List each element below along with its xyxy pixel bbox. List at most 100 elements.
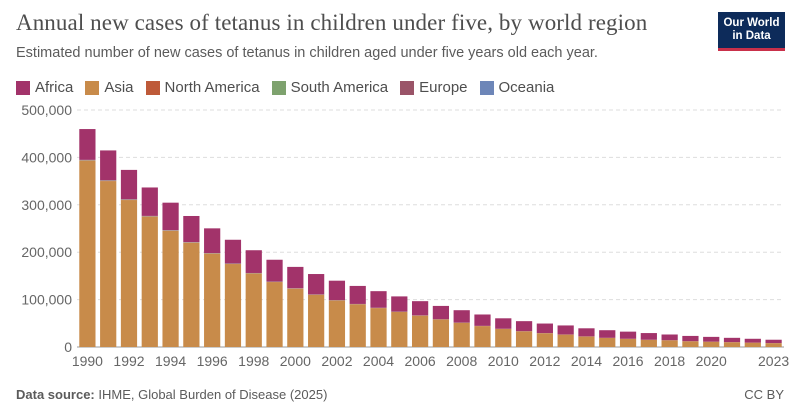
bar-segment-africa-2017[interactable]: [640, 333, 657, 340]
bar-segment-asia-1990[interactable]: [79, 160, 96, 347]
bar-segment-asia-2015[interactable]: [599, 337, 616, 347]
bar-segment-asia-1993[interactable]: [141, 216, 158, 347]
bar-segment-asia-1995[interactable]: [183, 242, 200, 347]
bar-segment-africa-2000[interactable]: [287, 266, 304, 289]
y-tick-label: 300,000: [21, 197, 72, 213]
legend-label: Europe: [419, 79, 468, 96]
legend-item-europe[interactable]: Europe: [400, 79, 468, 96]
bar-segment-asia-2009[interactable]: [474, 326, 491, 347]
legend-label: South America: [290, 79, 389, 96]
bar-segment-africa-2003[interactable]: [349, 285, 366, 304]
x-tick-label: 2012: [529, 353, 560, 369]
x-tick-label: 1992: [113, 353, 144, 369]
bar-segment-asia-2012[interactable]: [536, 333, 553, 347]
license-link[interactable]: CC BY: [744, 387, 784, 402]
bar-segment-asia-1994[interactable]: [162, 230, 179, 347]
x-tick-label: 2018: [654, 353, 685, 369]
bar-segment-asia-2000[interactable]: [287, 288, 304, 347]
bar-segment-africa-2007[interactable]: [432, 305, 450, 320]
owid-logo[interactable]: Our World in Data: [718, 12, 785, 51]
bar-segment-africa-2019[interactable]: [682, 335, 699, 342]
bar-segment-asia-1992[interactable]: [120, 200, 138, 347]
x-tick-label: 2008: [446, 353, 477, 369]
bar-segment-asia-2018[interactable]: [661, 340, 678, 347]
bar-segment-africa-1992[interactable]: [120, 169, 138, 200]
bar-segment-africa-2005[interactable]: [391, 296, 408, 312]
bar-segment-africa-2010[interactable]: [495, 318, 512, 329]
bar-segment-asia-2021[interactable]: [723, 342, 741, 347]
bar-segment-africa-2004[interactable]: [370, 291, 387, 308]
bar-segment-africa-1998[interactable]: [245, 250, 262, 273]
bar-segment-asia-2008[interactable]: [453, 322, 470, 347]
y-tick-label: 400,000: [21, 149, 72, 165]
bar-segment-asia-2013[interactable]: [557, 334, 574, 347]
chart-legend: Africa Asia North America South America Euro…: [16, 79, 554, 96]
bar-segment-africa-2006[interactable]: [411, 301, 429, 316]
x-tick-label: 1990: [72, 353, 103, 369]
y-tick-label: 100,000: [21, 292, 72, 308]
x-tick-label: 2000: [280, 353, 311, 369]
legend-item-north-america[interactable]: North America: [145, 79, 260, 96]
bar-segment-africa-1993[interactable]: [141, 187, 158, 216]
bar-segment-africa-1996[interactable]: [204, 228, 221, 253]
bar-segment-asia-1996[interactable]: [204, 253, 221, 347]
bar-segment-asia-2011[interactable]: [515, 331, 533, 347]
bar-segment-africa-1990[interactable]: [79, 129, 96, 160]
legend-swatch: [271, 80, 286, 95]
bar-segment-africa-2012[interactable]: [536, 323, 553, 334]
bar-segment-asia-1999[interactable]: [266, 282, 283, 347]
x-tick-label: 2010: [488, 353, 519, 369]
bar-segment-africa-1994[interactable]: [162, 202, 179, 231]
bar-segment-africa-2008[interactable]: [453, 310, 470, 323]
legend-label: Oceania: [498, 79, 555, 96]
bar-segment-africa-2022[interactable]: [744, 338, 761, 343]
data-source-label: Data source:: [16, 387, 95, 402]
bar-segment-africa-2023[interactable]: [765, 339, 782, 344]
bar-segment-africa-2014[interactable]: [578, 328, 595, 337]
bar-segment-africa-2015[interactable]: [599, 330, 616, 338]
x-tick-label: 1994: [155, 353, 186, 369]
legend-swatch: [400, 80, 415, 95]
bar-segment-asia-2005[interactable]: [391, 311, 408, 347]
bar-segment-asia-2022[interactable]: [744, 342, 761, 347]
bar-segment-asia-2004[interactable]: [370, 308, 387, 347]
bar-segment-asia-2023[interactable]: [765, 343, 782, 347]
bar-segment-africa-1995[interactable]: [183, 215, 200, 243]
bar-segment-asia-2003[interactable]: [349, 304, 366, 347]
bar-segment-asia-2002[interactable]: [328, 300, 346, 347]
legend-item-south-america[interactable]: South America: [271, 79, 389, 96]
bar-segment-africa-1991[interactable]: [100, 150, 117, 181]
logo-line-1: Our World: [723, 17, 780, 29]
bar-segment-africa-2021[interactable]: [723, 337, 741, 343]
bar-segment-asia-1998[interactable]: [245, 273, 262, 347]
x-tick-label: 2020: [696, 353, 727, 369]
bar-segment-asia-2020[interactable]: [703, 341, 720, 347]
bar-segment-africa-2016[interactable]: [619, 331, 637, 339]
bar-segment-asia-1997[interactable]: [224, 264, 242, 347]
x-tick-label: 2004: [363, 353, 394, 369]
bar-segment-asia-2019[interactable]: [682, 341, 699, 347]
data-source: Data source: IHME, Global Burden of Dise…: [16, 387, 327, 402]
bar-segment-asia-1991[interactable]: [100, 181, 117, 347]
bar-segment-africa-2009[interactable]: [474, 314, 491, 326]
bar-segment-asia-2010[interactable]: [495, 328, 512, 347]
bar-segment-africa-1999[interactable]: [266, 259, 283, 282]
bar-segment-asia-2014[interactable]: [578, 336, 595, 347]
bar-segment-africa-2013[interactable]: [557, 325, 574, 335]
bar-segment-africa-2002[interactable]: [328, 280, 346, 301]
bar-segment-africa-1997[interactable]: [224, 239, 242, 264]
bar-segment-asia-2017[interactable]: [640, 339, 657, 347]
legend-item-asia[interactable]: Asia: [85, 79, 134, 96]
bar-segment-africa-2011[interactable]: [515, 321, 533, 332]
bar-segment-asia-2007[interactable]: [432, 319, 450, 347]
bar-segment-asia-2016[interactable]: [619, 338, 637, 347]
data-source-link[interactable]: IHME, Global Burden of Disease (2025): [98, 387, 328, 402]
bar-segment-africa-2020[interactable]: [703, 336, 720, 342]
legend-item-oceania[interactable]: Oceania: [479, 79, 555, 96]
legend-item-africa[interactable]: Africa: [16, 79, 73, 96]
bar-segment-asia-2006[interactable]: [411, 315, 429, 347]
bar-segment-africa-2001[interactable]: [308, 274, 325, 295]
bar-segment-africa-2018[interactable]: [661, 334, 678, 341]
bar-segment-asia-2001[interactable]: [308, 294, 325, 347]
